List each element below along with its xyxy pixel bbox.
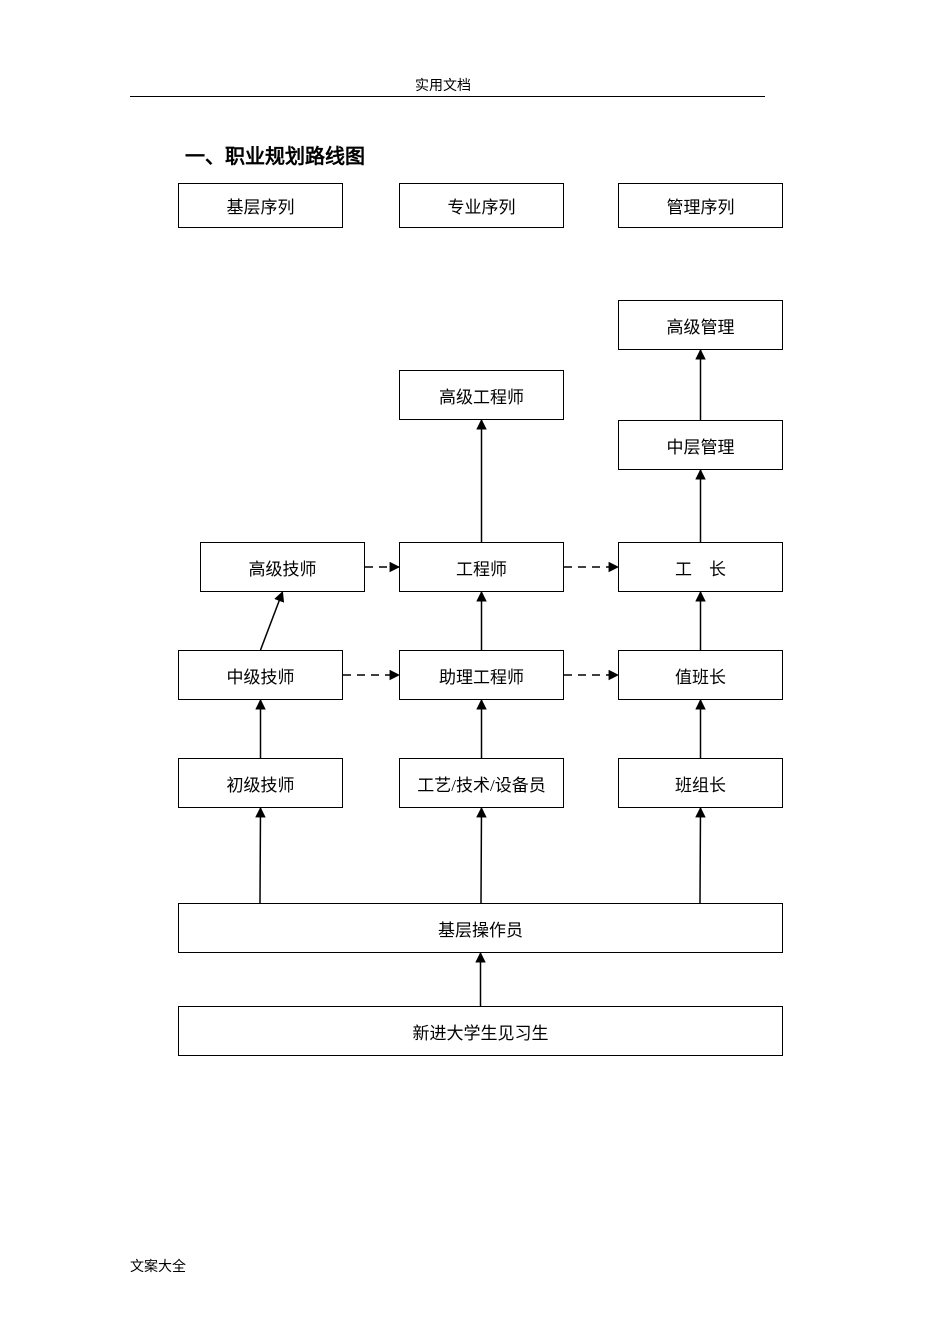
header-rule: [130, 96, 765, 97]
node-hdr_base: 基层序列: [178, 183, 343, 228]
edge-operator-team_lead: [700, 808, 701, 903]
node-asst_eng: 助理工程师: [399, 650, 564, 700]
node-jun_tech: 初级技师: [178, 758, 343, 808]
edge-operator-jun_tech: [260, 808, 261, 903]
node-mid_tech: 中级技师: [178, 650, 343, 700]
node-shift_lead: 值班长: [618, 650, 783, 700]
node-mid_mgmt: 中层管理: [618, 420, 783, 470]
node-tech_staff: 工艺/技术/设备员: [399, 758, 564, 808]
node-senior_mgmt: 高级管理: [618, 300, 783, 350]
page-footer: 文案大全: [130, 1256, 186, 1276]
node-intern: 新进大学生见习生: [178, 1006, 783, 1056]
node-operator: 基层操作员: [178, 903, 783, 953]
page-header: 实用文档: [415, 75, 471, 95]
section-title: 一、职业规划路线图: [185, 140, 365, 169]
node-hdr_pro: 专业序列: [399, 183, 564, 228]
edge-operator-tech_staff: [481, 808, 482, 903]
node-team_lead: 班组长: [618, 758, 783, 808]
node-foreman: 工 长: [618, 542, 783, 592]
edge-mid_tech-senior_tech: [261, 592, 283, 650]
node-hdr_mgmt: 管理序列: [618, 183, 783, 228]
node-engineer: 工程师: [399, 542, 564, 592]
node-senior_tech: 高级技师: [200, 542, 365, 592]
page-root: 实用文档 一、职业规划路线图 基层序列 专业序列 管理序列高级管理高级工程师中层管理…: [0, 0, 945, 1337]
node-senior_eng: 高级工程师: [399, 370, 564, 420]
